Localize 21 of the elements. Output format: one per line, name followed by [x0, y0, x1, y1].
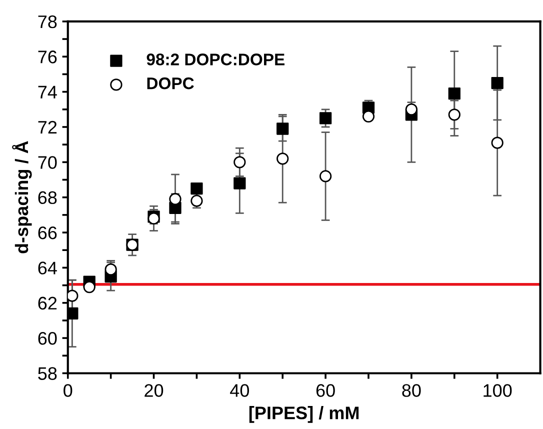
y-tick-label: 62: [38, 296, 57, 310]
x-tick-label: 60: [316, 384, 335, 397]
y-tick-label: 78: [38, 15, 57, 28]
legend-label: 98:2 DOPC:DOPE: [146, 54, 284, 66]
y-tick-label: 64: [38, 262, 57, 274]
y-tick-label: 60: [38, 332, 57, 345]
x-tick-label: 0: [64, 384, 72, 397]
x-axis-title: [PIPES] / mM: [249, 406, 359, 423]
y-tick-label: 68: [38, 191, 57, 204]
x-tick-label: 100: [484, 384, 512, 397]
x-tick-label: 40: [230, 384, 249, 397]
y-tick-label: 58: [38, 367, 57, 380]
x-tick-label: 20: [144, 384, 164, 397]
x-tick-label: 80: [402, 384, 421, 397]
y-tick-label: 72: [38, 120, 57, 134]
y-tick-label: 74: [38, 86, 57, 98]
y-tick-label: 70: [38, 156, 57, 169]
legend-label: DOPC: [147, 77, 194, 90]
y-axis-title: d-spacing / Å: [12, 141, 32, 254]
y-tick-label: 76: [38, 50, 57, 64]
y-tick-label: 66: [38, 226, 57, 240]
